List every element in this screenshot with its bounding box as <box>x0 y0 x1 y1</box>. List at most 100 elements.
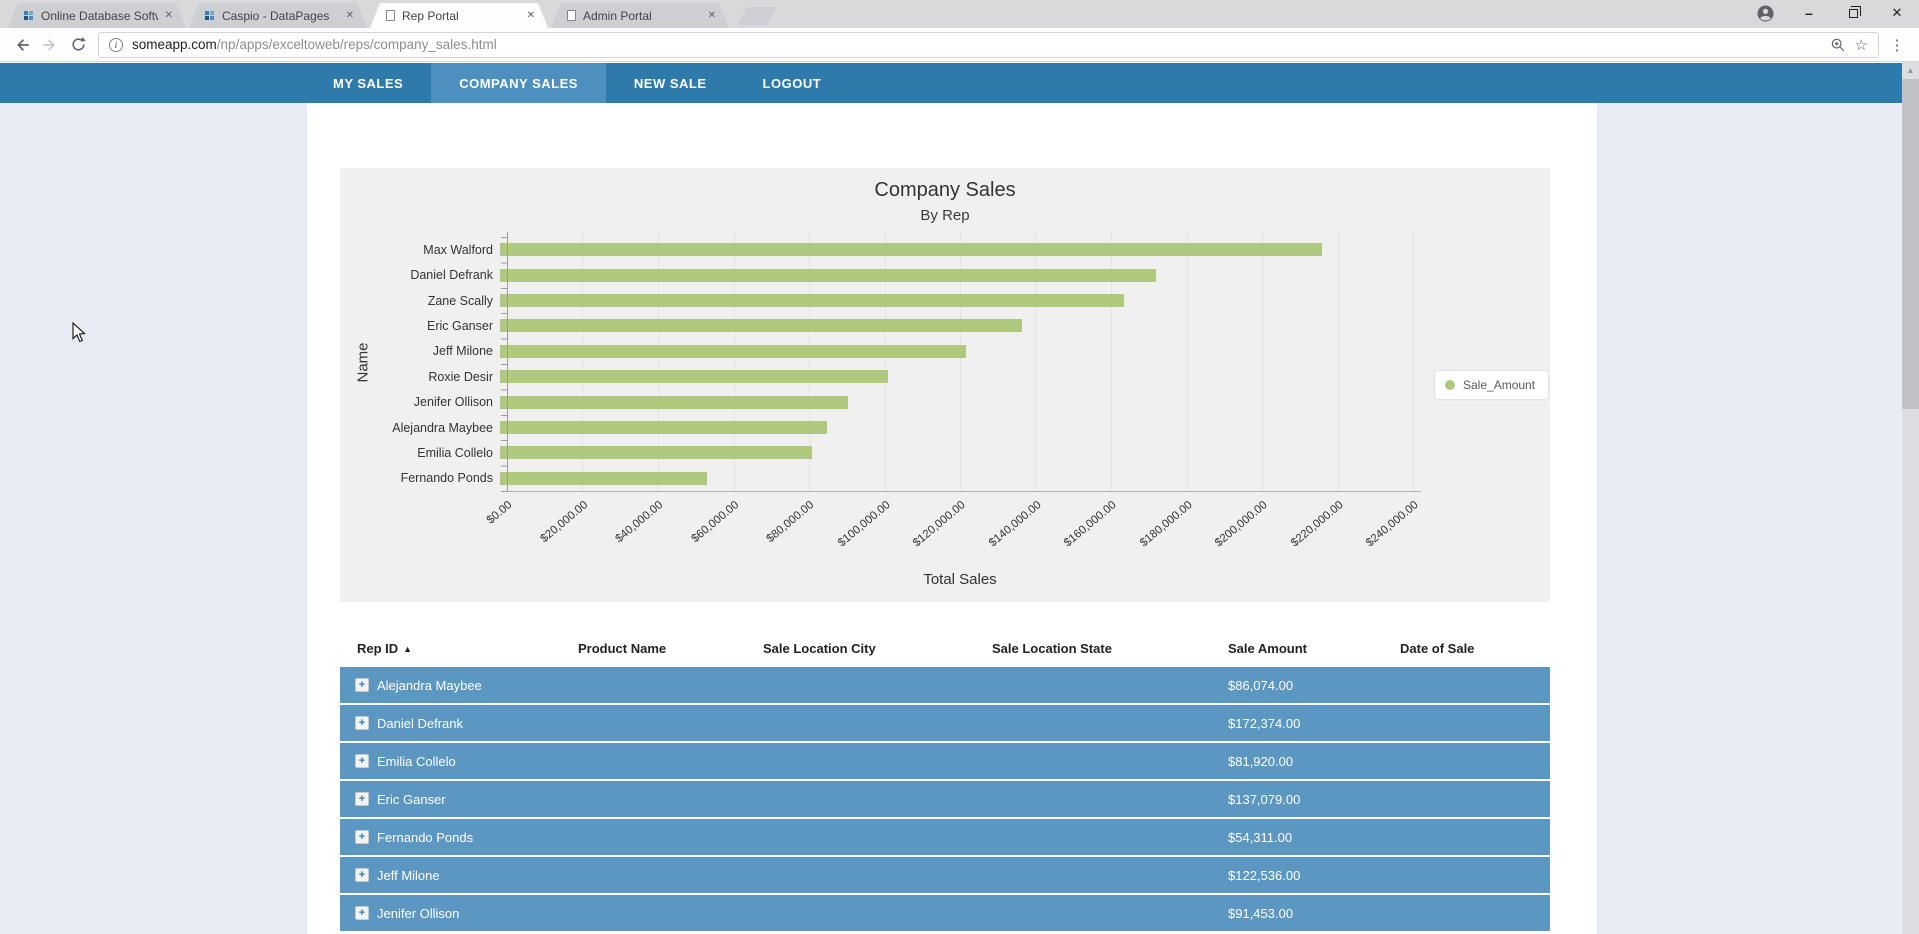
bar-track <box>500 294 1413 308</box>
zoom-icon[interactable] <box>1830 37 1846 53</box>
expand-row-icon[interactable]: + <box>355 754 369 768</box>
chart-bar-row: Eric Ganser <box>340 313 1413 338</box>
nav-item-label: LOGOUT <box>762 75 822 91</box>
chart-bar-row: Jenifer Ollison <box>340 389 1413 414</box>
browser-tab[interactable]: Admin Portal ✕ <box>551 3 729 28</box>
column-header-label: Sale Amount <box>1228 641 1307 656</box>
tab-favicon-icon <box>567 10 576 21</box>
tab-title: Online Database Softwar <box>41 8 156 23</box>
bar[interactable] <box>500 319 1022 333</box>
nav-item[interactable]: COMPANY SALES <box>431 63 606 103</box>
column-header[interactable]: Sale Amount ▲ <box>1211 641 1383 656</box>
gridline <box>658 232 660 491</box>
category-label: Jenifer Ollison <box>413 395 493 410</box>
bar[interactable] <box>500 268 1156 282</box>
profile-icon[interactable] <box>1743 0 1787 26</box>
column-header[interactable]: Sale Location City ▲ <box>746 641 975 656</box>
nav-item[interactable]: LOGOUT <box>735 63 850 103</box>
table-row[interactable]: + Alejandra Maybee $86,074.00 <box>340 667 1550 703</box>
expand-row-icon[interactable]: + <box>355 868 369 882</box>
bar[interactable] <box>500 344 967 358</box>
nav-item-label: MY SALES <box>333 75 404 91</box>
gridline <box>1261 232 1263 491</box>
bar[interactable] <box>500 471 707 485</box>
table-row[interactable]: + Eric Ganser $137,079.00 <box>340 781 1550 817</box>
refresh-button[interactable] <box>64 31 92 59</box>
address-bar[interactable]: i someapp.com/np/apps/exceltoweb/reps/co… <box>98 31 1879 58</box>
column-header[interactable]: Rep ID ▲ <box>340 641 561 656</box>
sale-amount-cell: $137,079.00 <box>1228 791 1301 807</box>
column-header[interactable]: Sale Location State ▲ <box>975 641 1211 656</box>
sale-amount-cell: $81,920.00 <box>1228 753 1294 769</box>
tab-close-icon[interactable]: ✕ <box>345 9 354 21</box>
column-header[interactable]: Date of Sale ▲ <box>1383 641 1550 656</box>
table-row[interactable]: + Jeff Milone $122,536.00 <box>340 857 1550 893</box>
browser-menu-icon[interactable]: ⋮ <box>1889 36 1905 54</box>
scroll-up-icon[interactable]: ▲ <box>1906 66 1915 75</box>
tab-close-icon[interactable]: ✕ <box>526 9 535 21</box>
table-row[interactable]: + Daniel Defrank $172,374.00 <box>340 705 1550 741</box>
category-label: Daniel Defrank <box>410 268 493 283</box>
bookmark-star-icon[interactable]: ☆ <box>1854 36 1868 54</box>
vertical-scrollbar[interactable]: ▲ <box>1902 62 1919 934</box>
nav-item-label: NEW SALE <box>633 75 707 91</box>
forward-button[interactable] <box>36 31 64 59</box>
close-window-button[interactable]: ✕ <box>1891 5 1903 20</box>
bar[interactable] <box>500 446 812 460</box>
browser-toolbar: i someapp.com/np/apps/exceltoweb/reps/co… <box>0 28 1919 62</box>
bar[interactable] <box>500 370 889 384</box>
bar[interactable] <box>500 243 1322 257</box>
rep-cell: + Daniel Defrank <box>340 716 1211 731</box>
table-row[interactable]: + Jenifer Ollison $91,453.00 <box>340 895 1550 931</box>
rep-name: Emilia Collelo <box>377 753 456 769</box>
scrollbar-thumb[interactable] <box>1902 79 1919 409</box>
gridline <box>1186 232 1188 491</box>
gridline <box>1035 232 1037 491</box>
page-body: Company Sales By Rep <box>0 103 1902 934</box>
x-tick-label: $60,000.00 <box>689 499 742 546</box>
expand-row-icon[interactable]: + <box>355 830 369 844</box>
gridline <box>960 232 961 491</box>
bar[interactable] <box>500 395 848 409</box>
table-header-row: Rep ID ▲ Product Name ▲ Sale Location Ci… <box>340 630 1550 667</box>
nav-item[interactable]: MY SALES <box>305 63 431 103</box>
column-header-label: Rep ID <box>357 641 399 656</box>
rep-cell: + Fernando Ponds <box>340 830 1211 845</box>
sale-amount-cell: $86,074.00 <box>1228 677 1294 693</box>
sales-table: Rep ID ▲ Product Name ▲ Sale Location Ci… <box>340 630 1550 933</box>
sale-amount-cell: $54,311.00 <box>1228 829 1293 845</box>
new-tab-button[interactable] <box>737 7 777 25</box>
tab-close-icon[interactable]: ✕ <box>707 9 716 21</box>
bar[interactable] <box>500 294 1124 308</box>
table-row[interactable]: + Fernando Ponds $54,311.00 <box>340 819 1550 855</box>
column-header-label: Product Name <box>578 641 667 656</box>
rep-name: Alejandra Maybee <box>377 677 482 693</box>
browser-tab[interactable]: Caspio - DataPages ✕ <box>189 3 367 28</box>
rep-name: Jeff Milone <box>377 867 440 883</box>
x-tick-label: $40,000.00 <box>613 499 666 546</box>
category-label: Fernando Ponds <box>400 471 493 486</box>
expand-row-icon[interactable]: + <box>355 678 369 692</box>
expand-row-icon[interactable]: + <box>355 792 369 806</box>
bar-track <box>500 421 1413 435</box>
rep-cell: + Jeff Milone <box>340 868 1211 883</box>
nav-item[interactable]: NEW SALE <box>606 63 735 103</box>
bar[interactable] <box>500 421 828 435</box>
bar-track <box>500 268 1413 282</box>
restore-button[interactable] <box>1831 0 1875 26</box>
expand-row-icon[interactable]: + <box>355 716 369 730</box>
table-row[interactable]: + Emilia Collelo $81,920.00 <box>340 743 1550 779</box>
expand-row-icon[interactable]: + <box>355 906 369 920</box>
column-header[interactable]: Product Name ▲ <box>561 641 746 656</box>
bar-track <box>500 344 1413 358</box>
bar-track <box>500 319 1413 333</box>
page-info-icon[interactable]: i <box>109 37 123 52</box>
browser-tab[interactable]: Rep Portal ✕ <box>370 3 548 28</box>
chart-title: Company Sales <box>874 179 1016 201</box>
x-tick-label: $240,000.00 <box>1364 499 1421 550</box>
browser-tab[interactable]: Online Database Softwar ✕ <box>8 3 186 28</box>
back-button[interactable] <box>8 31 36 59</box>
chart-legend[interactable]: Sale_Amount <box>1435 371 1549 399</box>
minimize-button[interactable]: – <box>1805 5 1813 21</box>
tab-close-icon[interactable]: ✕ <box>164 9 173 21</box>
